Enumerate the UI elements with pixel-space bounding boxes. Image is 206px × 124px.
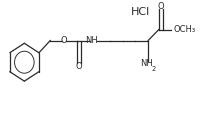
Text: O: O bbox=[60, 36, 67, 45]
Text: NH: NH bbox=[139, 59, 152, 68]
Text: O: O bbox=[157, 2, 163, 11]
Text: 2: 2 bbox=[150, 66, 155, 72]
Text: OCH₃: OCH₃ bbox=[172, 25, 194, 34]
Text: HCl: HCl bbox=[130, 7, 149, 17]
Text: NH: NH bbox=[85, 36, 97, 45]
Text: O: O bbox=[75, 62, 82, 71]
